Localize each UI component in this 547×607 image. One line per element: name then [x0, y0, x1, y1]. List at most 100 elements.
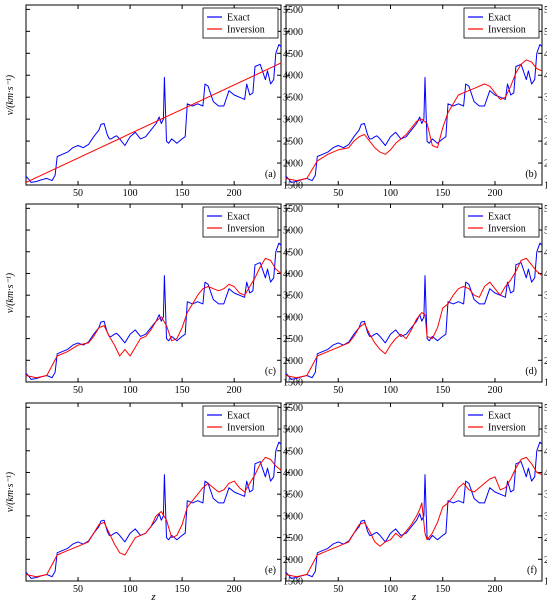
y-tick-label: 5500 — [544, 204, 547, 215]
plot-frame — [285, 402, 543, 582]
panel-label: (d) — [525, 366, 537, 377]
y-tick-label: 2000 — [283, 555, 303, 566]
x-tick-label: 100 — [383, 385, 398, 396]
series-line-exact — [286, 44, 542, 183]
y-tick-label: 2500 — [283, 334, 303, 345]
y-tick-label: 5000 — [283, 425, 303, 436]
y-tick-label: 3000 — [283, 115, 303, 126]
y-tick-label: 2500 — [283, 533, 303, 544]
y-tick-label: 1500 — [544, 577, 547, 588]
y-tick-label: 4500 — [283, 446, 303, 457]
x-tick-label: 50 — [73, 584, 83, 595]
legend-label-exact: Exact — [488, 212, 511, 223]
series-line-inversion — [286, 59, 542, 182]
x-tick-label: 50 — [333, 188, 343, 199]
series-line-exact — [286, 441, 542, 579]
y-tick-label: 1500 — [283, 181, 303, 192]
y-tick-label: 3000 — [544, 312, 547, 323]
series-group — [286, 242, 542, 380]
y-tick-label: 1500 — [544, 378, 547, 389]
panel-label: (e) — [265, 565, 276, 576]
series-line-exact — [286, 242, 542, 380]
series-line-inversion — [286, 257, 542, 379]
x-tick-label: 100 — [123, 385, 138, 396]
plot-frame — [25, 203, 282, 383]
y-axis-label: v/(km·s⁻¹) — [5, 272, 16, 313]
plot-frame — [25, 402, 282, 582]
y-tick-label: 1500 — [544, 181, 547, 192]
series-line-inversion — [26, 62, 281, 183]
chart-panel-b: 50 100 150 200 1500 2000 2500 3000 3500 4000 4500 5… — [285, 4, 547, 199]
x-tick-label: 50 — [73, 385, 83, 396]
legend-box — [202, 405, 279, 437]
y-tick-label: 3500 — [283, 291, 303, 302]
x-tick-label: 100 — [123, 584, 138, 595]
y-tick-label: 4500 — [544, 247, 547, 258]
y-tick-label: 3500 — [544, 93, 547, 104]
series-group — [26, 441, 281, 579]
y-axis-label: v/(km·s⁻¹) — [5, 74, 16, 115]
y-tick-label: 5000 — [544, 27, 547, 38]
chart-panel-c: 50 100 150 200 1500 2000 2500 3000 3500 4000 4500 5… — [5, 203, 303, 396]
y-tick-label: 3500 — [544, 490, 547, 501]
y-tick-label: 3000 — [283, 312, 303, 323]
legend-label-exact: Exact — [227, 212, 250, 223]
x-tick-label: 200 — [487, 584, 502, 595]
x-tick-label: 50 — [73, 188, 83, 199]
y-tick-label: 4000 — [283, 269, 303, 280]
y-tick-label: 5500 — [283, 5, 303, 16]
y-tick-label: 4500 — [544, 446, 547, 457]
y-tick-label: 3000 — [283, 511, 303, 522]
legend-box — [202, 206, 279, 238]
x-tick-label: 200 — [227, 385, 242, 396]
legend-label-exact: Exact — [488, 411, 511, 422]
y-tick-label: 1500 — [283, 577, 303, 588]
y-axis-label: v/(km·s⁻¹) — [5, 471, 16, 512]
y-tick-label: 4500 — [283, 49, 303, 60]
legend-label-exact: Exact — [227, 411, 250, 422]
plot-frame — [285, 203, 543, 383]
x-axis-label: z — [150, 591, 156, 602]
y-tick-label: 1500 — [283, 378, 303, 389]
legend-box — [463, 206, 540, 238]
y-tick-label: 4000 — [283, 468, 303, 479]
y-tick-label: 5000 — [283, 27, 303, 38]
y-tick-label: 3500 — [283, 490, 303, 501]
x-tick-label: 50 — [333, 385, 343, 396]
x-tick-label: 150 — [175, 385, 190, 396]
series-group — [26, 242, 281, 380]
legend-label-inversion: Inversion — [488, 224, 526, 235]
legend-label-inversion: Inversion — [227, 224, 265, 235]
x-tick-label: 100 — [383, 584, 398, 595]
x-tick-label: 150 — [435, 385, 450, 396]
chart-panel-e: 50 100 150 200 1500 2000 2500 3000 3500 4000 4500 5… — [5, 402, 303, 603]
y-tick-label: 2000 — [283, 159, 303, 170]
y-tick-label: 4000 — [544, 468, 547, 479]
legend-label-exact: Exact — [227, 13, 250, 24]
series-group — [286, 441, 542, 579]
y-tick-label: 5500 — [283, 204, 303, 215]
x-tick-label: 200 — [487, 385, 502, 396]
y-tick-label: 4500 — [283, 247, 303, 258]
y-tick-label: 2500 — [544, 334, 547, 345]
legend-box — [463, 405, 540, 437]
series-line-exact — [26, 242, 281, 380]
y-tick-label: 2000 — [544, 159, 547, 170]
y-tick-label: 5500 — [544, 403, 547, 414]
x-tick-label: 200 — [227, 188, 242, 199]
x-tick-label: 150 — [435, 188, 450, 199]
series-line-exact — [26, 44, 281, 183]
legend-label-inversion: Inversion — [227, 25, 265, 36]
x-tick-label: 200 — [487, 188, 502, 199]
x-tick-label: 150 — [435, 584, 450, 595]
x-tick-label: 150 — [175, 584, 190, 595]
x-tick-label: 100 — [123, 188, 138, 199]
legend-label-inversion: Inversion — [488, 423, 526, 434]
